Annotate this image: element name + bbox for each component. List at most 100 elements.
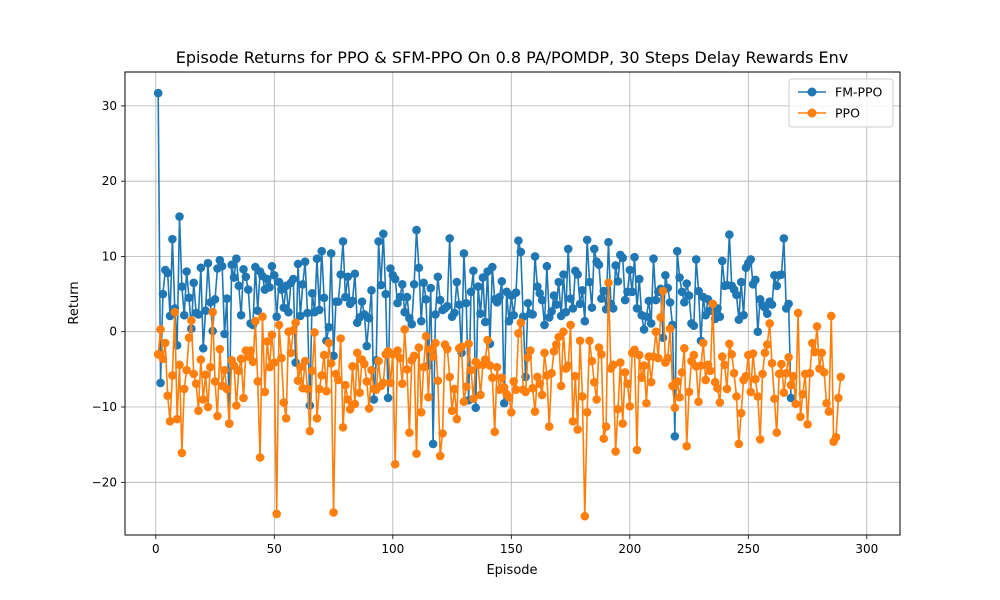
data-point-fm-ppo — [665, 298, 675, 307]
data-point-fm-ppo — [528, 310, 537, 319]
data-point-fm-ppo — [751, 275, 760, 285]
data-point-fm-ppo — [779, 234, 789, 243]
data-point-ppo — [507, 407, 516, 417]
data-point-fm-ppo — [561, 307, 571, 317]
data-point-fm-ppo — [296, 311, 305, 321]
data-point-fm-ppo — [156, 378, 165, 388]
data-point-ppo — [770, 394, 779, 404]
data-point-ppo — [571, 371, 580, 381]
data-point-fm-ppo — [312, 254, 322, 264]
data-point-ppo — [741, 371, 751, 381]
data-point-fm-ppo — [608, 304, 618, 313]
data-point-ppo — [480, 355, 490, 364]
data-point-ppo — [194, 406, 203, 416]
data-point-fm-ppo — [182, 267, 191, 276]
data-point-fm-ppo — [445, 234, 454, 243]
data-point-fm-ppo — [253, 306, 263, 315]
data-point-ppo — [580, 511, 590, 521]
data-point-ppo — [680, 343, 689, 353]
data-point-fm-ppo — [777, 270, 786, 279]
data-point-fm-ppo — [267, 261, 277, 271]
data-point-ppo — [255, 453, 265, 462]
data-point-ppo — [397, 379, 407, 388]
data-point-fm-ppo — [599, 286, 609, 296]
data-point-ppo — [613, 404, 623, 414]
data-point-fm-ppo — [262, 274, 272, 284]
data-point-ppo — [530, 407, 540, 416]
data-point-ppo — [291, 318, 300, 328]
data-point-ppo — [293, 376, 303, 385]
data-point-ppo — [201, 370, 210, 379]
data-point-ppo — [168, 371, 177, 380]
data-point-ppo — [395, 353, 405, 363]
data-point-fm-ppo — [350, 269, 360, 279]
data-point-fm-ppo — [450, 308, 459, 318]
data-point-ppo — [270, 358, 279, 367]
series-layer — [153, 88, 846, 521]
data-point-fm-ppo — [651, 295, 661, 305]
data-point-ppo — [727, 350, 737, 359]
data-point-ppo — [810, 347, 819, 357]
data-point-ppo — [350, 399, 360, 409]
data-point-ppo — [639, 361, 649, 370]
data-point-fm-ppo — [409, 280, 419, 289]
data-point-ppo — [748, 349, 758, 358]
data-point-ppo — [274, 320, 284, 330]
data-point-fm-ppo — [469, 266, 478, 276]
data-point-ppo — [781, 368, 791, 378]
data-point-fm-ppo — [618, 253, 628, 263]
data-point-ppo — [355, 388, 364, 398]
data-point-ppo — [618, 419, 628, 428]
data-point-fm-ppo — [315, 305, 324, 315]
data-point-ppo — [374, 356, 383, 366]
data-point-ppo — [362, 377, 372, 386]
data-point-ppo — [798, 389, 808, 399]
data-point-fm-ppo — [589, 244, 599, 254]
data-point-ppo — [556, 381, 566, 391]
data-point-ppo — [317, 371, 327, 380]
data-point-fm-ppo — [661, 270, 670, 280]
data-point-fm-ppo — [454, 300, 464, 309]
data-point-ppo — [672, 377, 682, 386]
data-point-fm-ppo — [407, 319, 417, 329]
data-point-fm-ppo — [319, 293, 329, 303]
data-point-fm-ppo — [488, 262, 497, 272]
data-point-ppo — [184, 333, 194, 343]
x-axis-label: Episode — [486, 563, 537, 578]
data-point-ppo — [319, 350, 329, 360]
data-point-fm-ppo — [433, 272, 443, 282]
data-point-ppo — [599, 434, 609, 443]
data-point-ppo — [277, 353, 286, 363]
data-point-ppo — [767, 359, 777, 368]
data-point-fm-ppo — [476, 309, 485, 318]
data-point-ppo — [521, 387, 530, 397]
data-point-fm-ppo — [568, 304, 578, 313]
data-point-fm-ppo — [542, 261, 552, 271]
data-point-ppo — [163, 391, 172, 401]
data-point-fm-ppo — [540, 320, 549, 330]
data-point-ppo — [706, 366, 715, 376]
data-point-fm-ppo — [229, 273, 239, 282]
data-point-fm-ppo — [677, 287, 687, 297]
data-point-ppo — [329, 508, 338, 517]
data-point-ppo — [623, 379, 632, 388]
data-point-fm-ppo — [168, 234, 177, 244]
data-point-ppo — [457, 342, 466, 352]
data-point-ppo — [296, 362, 305, 372]
data-point-ppo — [616, 358, 625, 367]
data-point-fm-ppo — [582, 235, 592, 245]
data-point-ppo — [305, 426, 315, 436]
data-point-fm-ppo — [670, 432, 680, 441]
data-point-fm-ppo — [343, 272, 353, 282]
data-point-ppo — [360, 359, 369, 369]
data-point-ppo — [215, 344, 225, 354]
data-point-ppo — [438, 429, 447, 438]
data-point-ppo — [653, 353, 663, 363]
data-point-ppo — [307, 366, 317, 376]
data-point-fm-ppo — [241, 272, 251, 282]
data-point-fm-ppo — [480, 317, 490, 327]
y-tick-label: 10 — [102, 249, 117, 263]
data-point-fm-ppo — [158, 289, 168, 299]
data-point-fm-ppo — [416, 316, 426, 326]
data-point-ppo — [248, 357, 258, 367]
